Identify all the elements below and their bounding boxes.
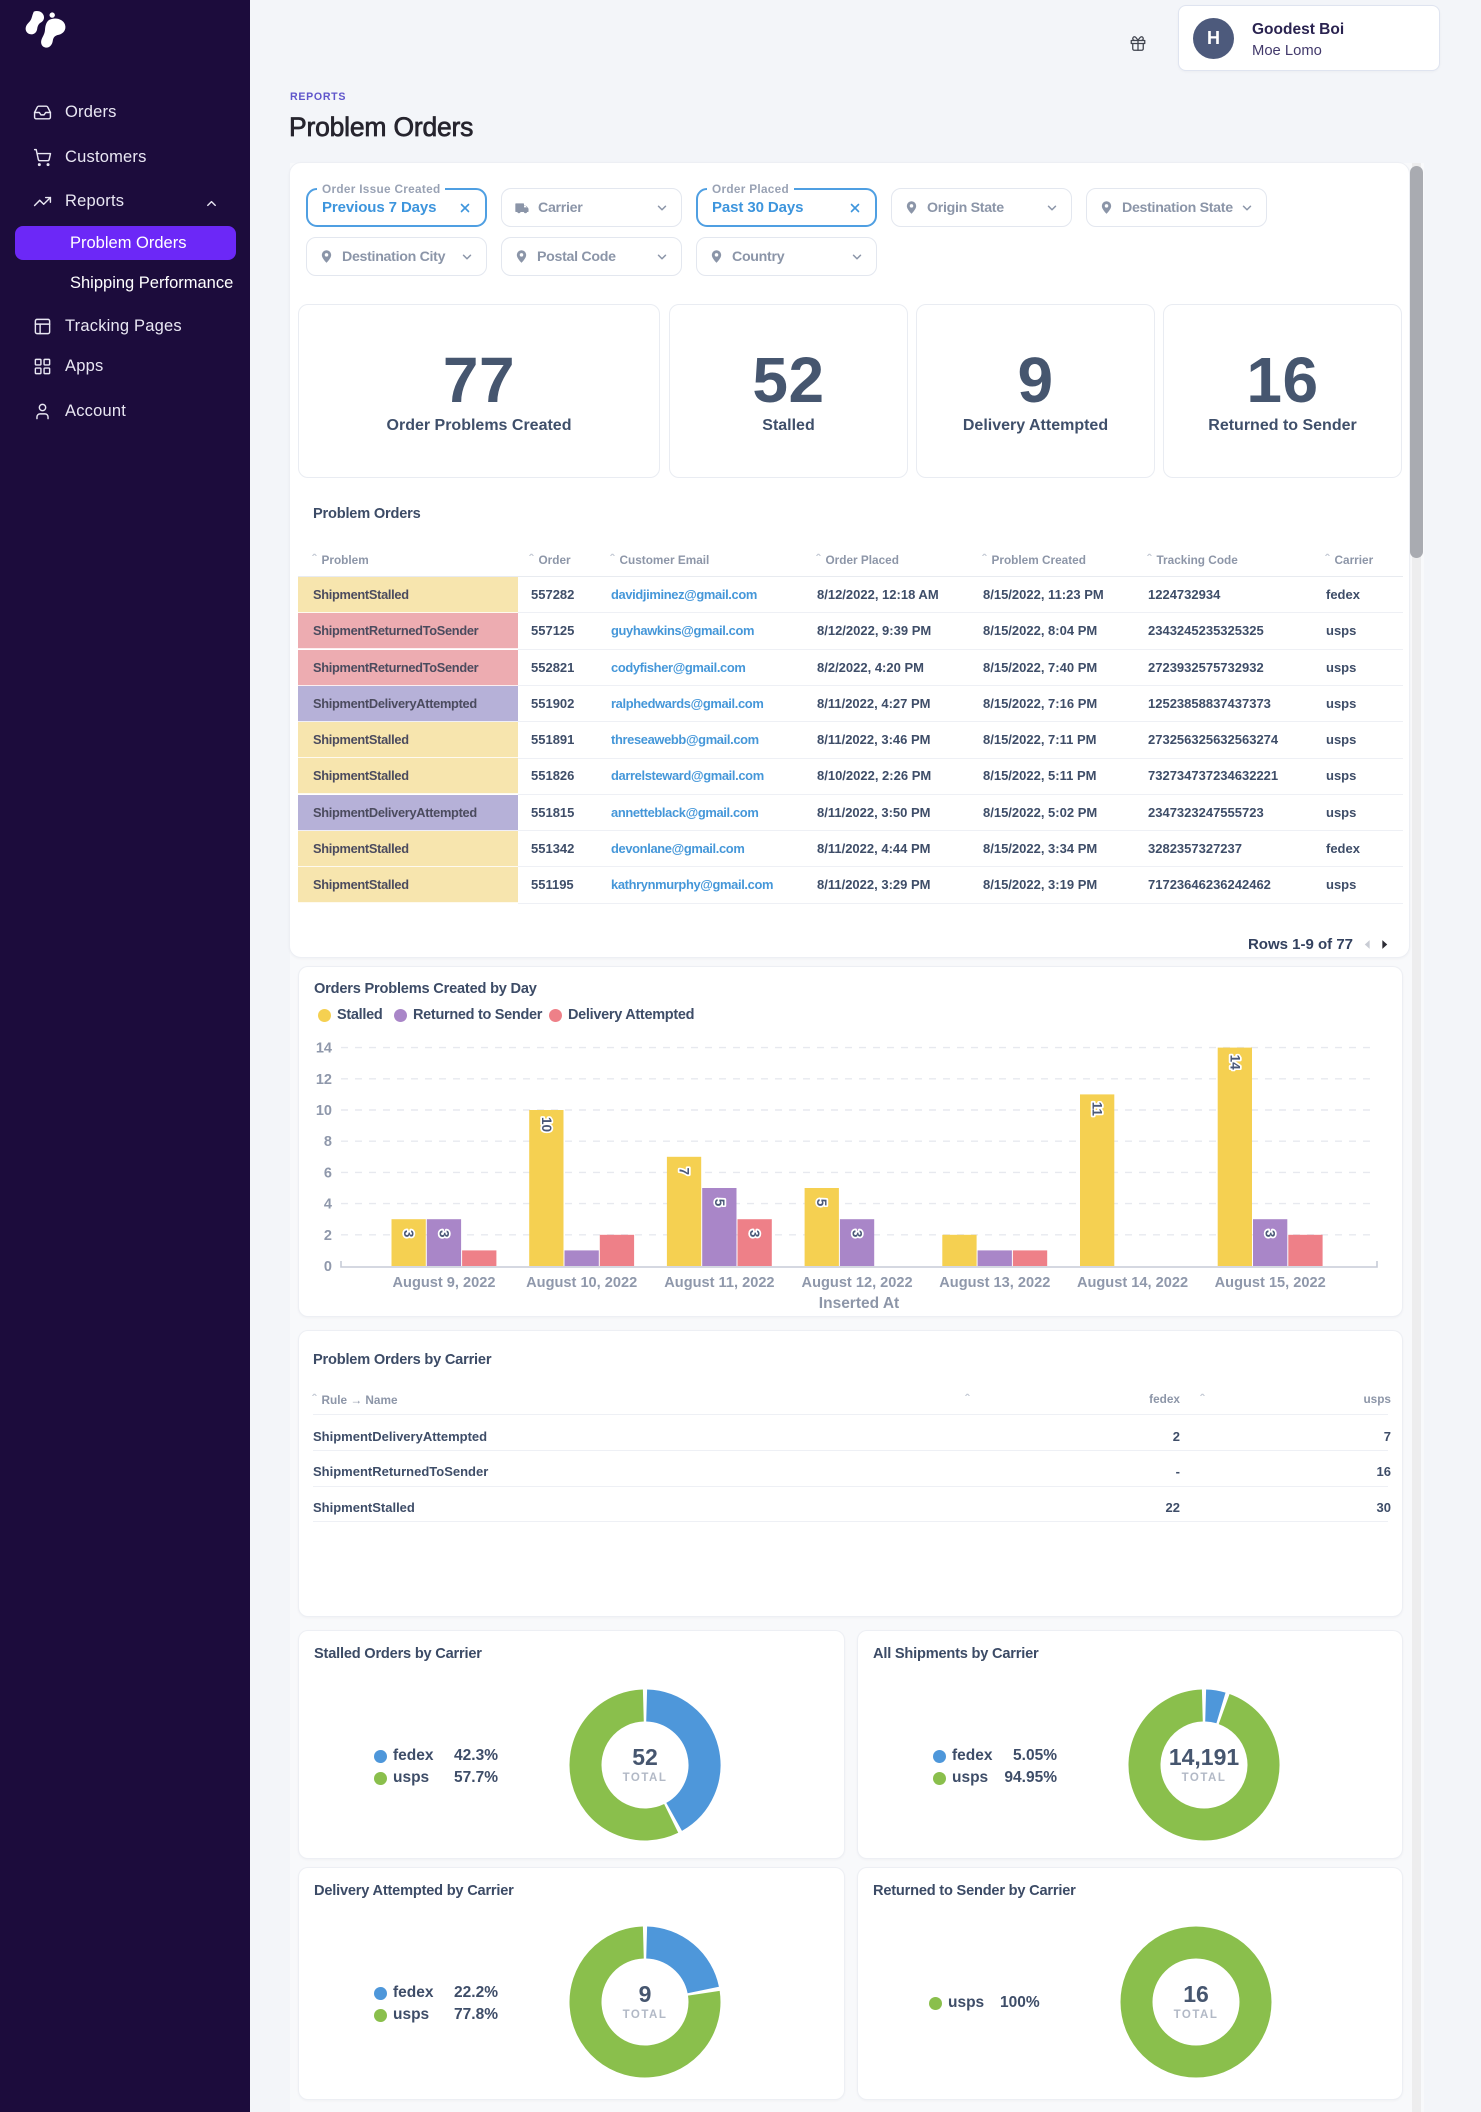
svg-text:0: 0 (324, 1259, 332, 1275)
svg-text:August 15, 2022: August 15, 2022 (1215, 1275, 1326, 1291)
svg-text:6: 6 (324, 1165, 332, 1181)
svg-text:3: 3 (747, 1230, 762, 1238)
svg-text:10: 10 (539, 1117, 554, 1132)
svg-text:14: 14 (1227, 1055, 1242, 1071)
svg-text:12: 12 (316, 1072, 332, 1088)
svg-text:11: 11 (1090, 1102, 1105, 1117)
svg-text:Inserted At: Inserted At (819, 1295, 899, 1312)
svg-text:August 11, 2022: August 11, 2022 (664, 1275, 774, 1291)
svg-text:August 13, 2022: August 13, 2022 (939, 1275, 1050, 1291)
svg-text:10: 10 (316, 1103, 332, 1119)
svg-text:3: 3 (850, 1230, 865, 1238)
svg-text:August 14, 2022: August 14, 2022 (1077, 1275, 1188, 1291)
svg-text:8: 8 (324, 1134, 332, 1150)
svg-text:August 12, 2022: August 12, 2022 (802, 1275, 913, 1291)
svg-text:14: 14 (316, 1041, 332, 1057)
svg-text:3: 3 (401, 1230, 416, 1238)
svg-text:August 9, 2022: August 9, 2022 (392, 1275, 495, 1291)
svg-text:August 10, 2022: August 10, 2022 (526, 1275, 637, 1291)
svg-text:7: 7 (677, 1168, 692, 1176)
svg-text:5: 5 (712, 1199, 727, 1207)
svg-text:2: 2 (324, 1228, 332, 1244)
svg-text:4: 4 (324, 1197, 332, 1213)
svg-text:5: 5 (814, 1199, 829, 1207)
svg-text:3: 3 (436, 1230, 451, 1238)
svg-text:3: 3 (1263, 1230, 1278, 1238)
